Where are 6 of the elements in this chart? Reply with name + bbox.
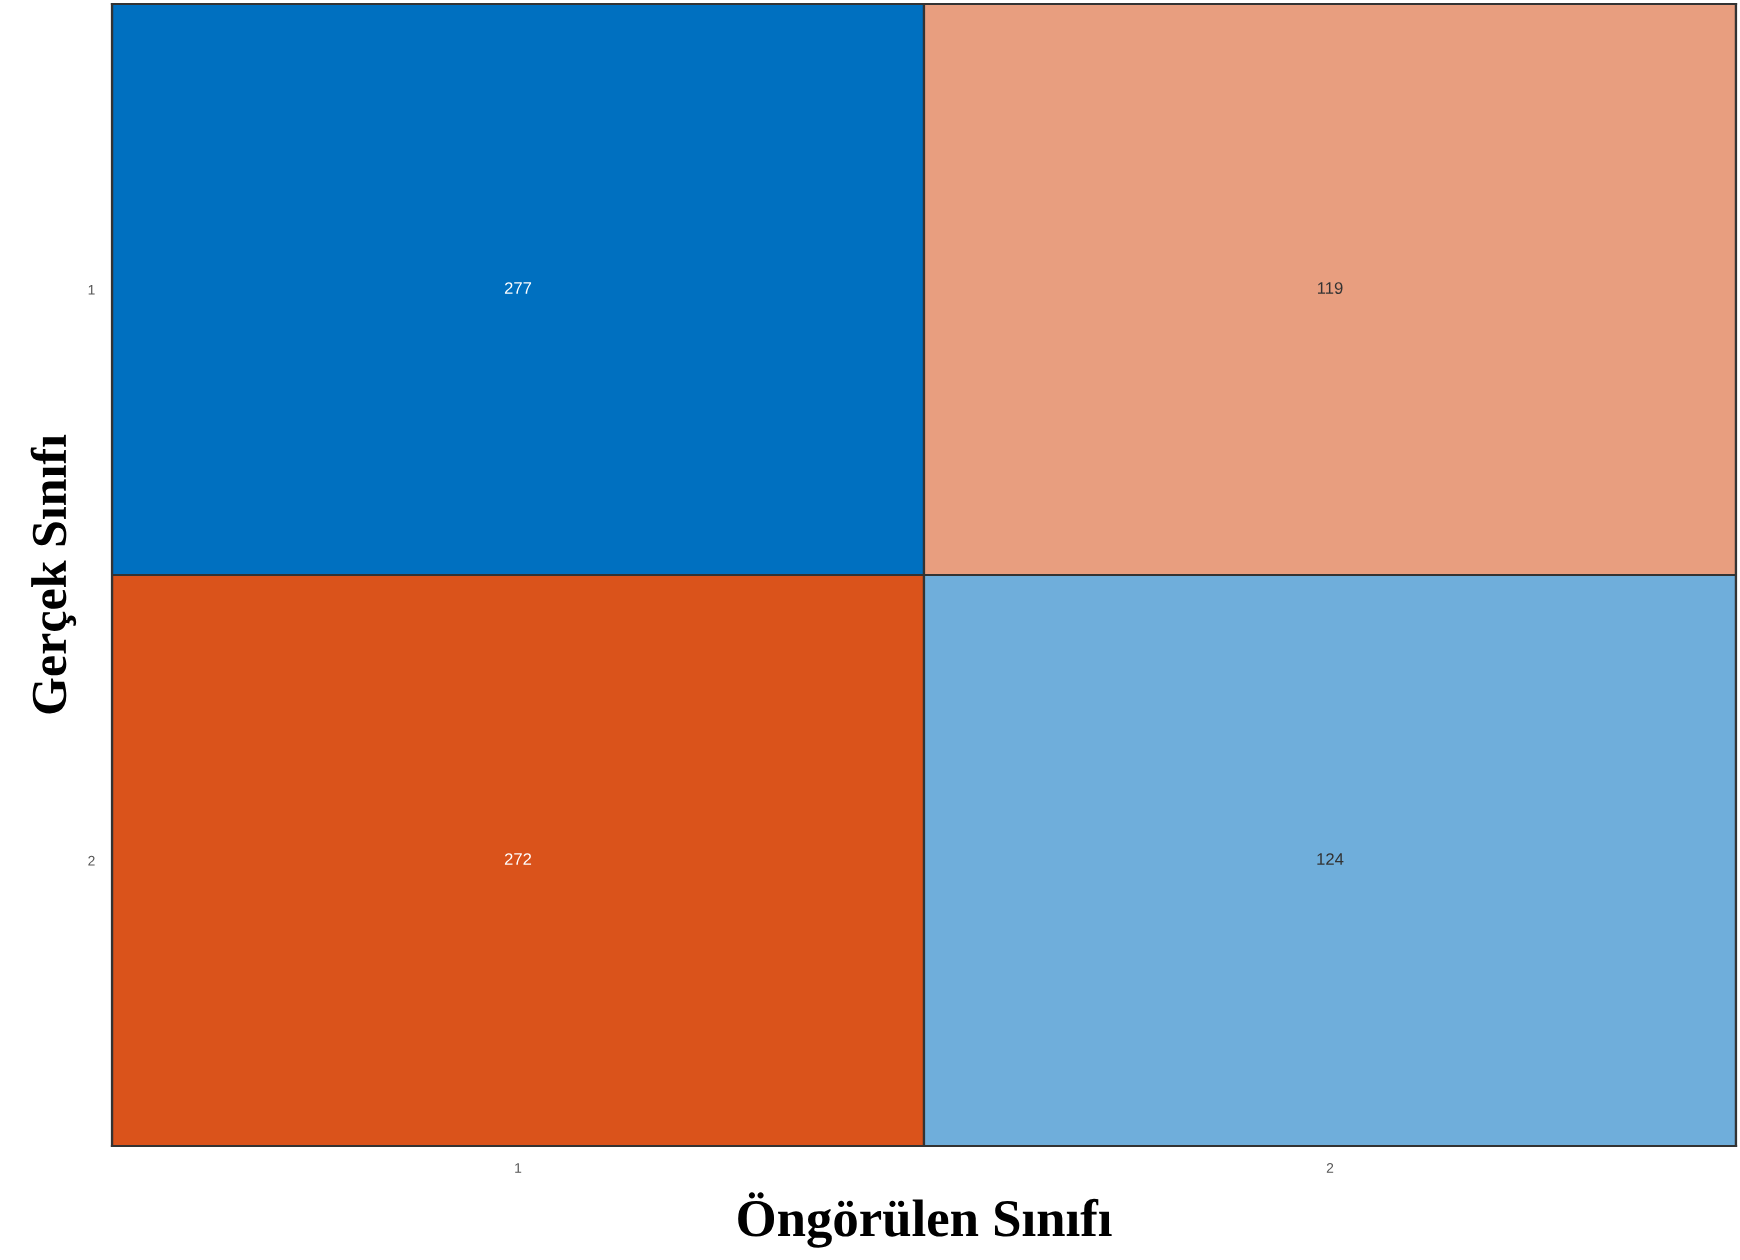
y-axis-title: Gerçek Sınıfı [30,434,77,714]
data-label: 272 [504,853,532,865]
data-label: 124 [1317,853,1344,865]
data-label: 119 [1317,282,1343,294]
x-axis-title: Öngörülen Sınıfı [738,1192,1112,1248]
data-label: 277 [504,282,532,294]
